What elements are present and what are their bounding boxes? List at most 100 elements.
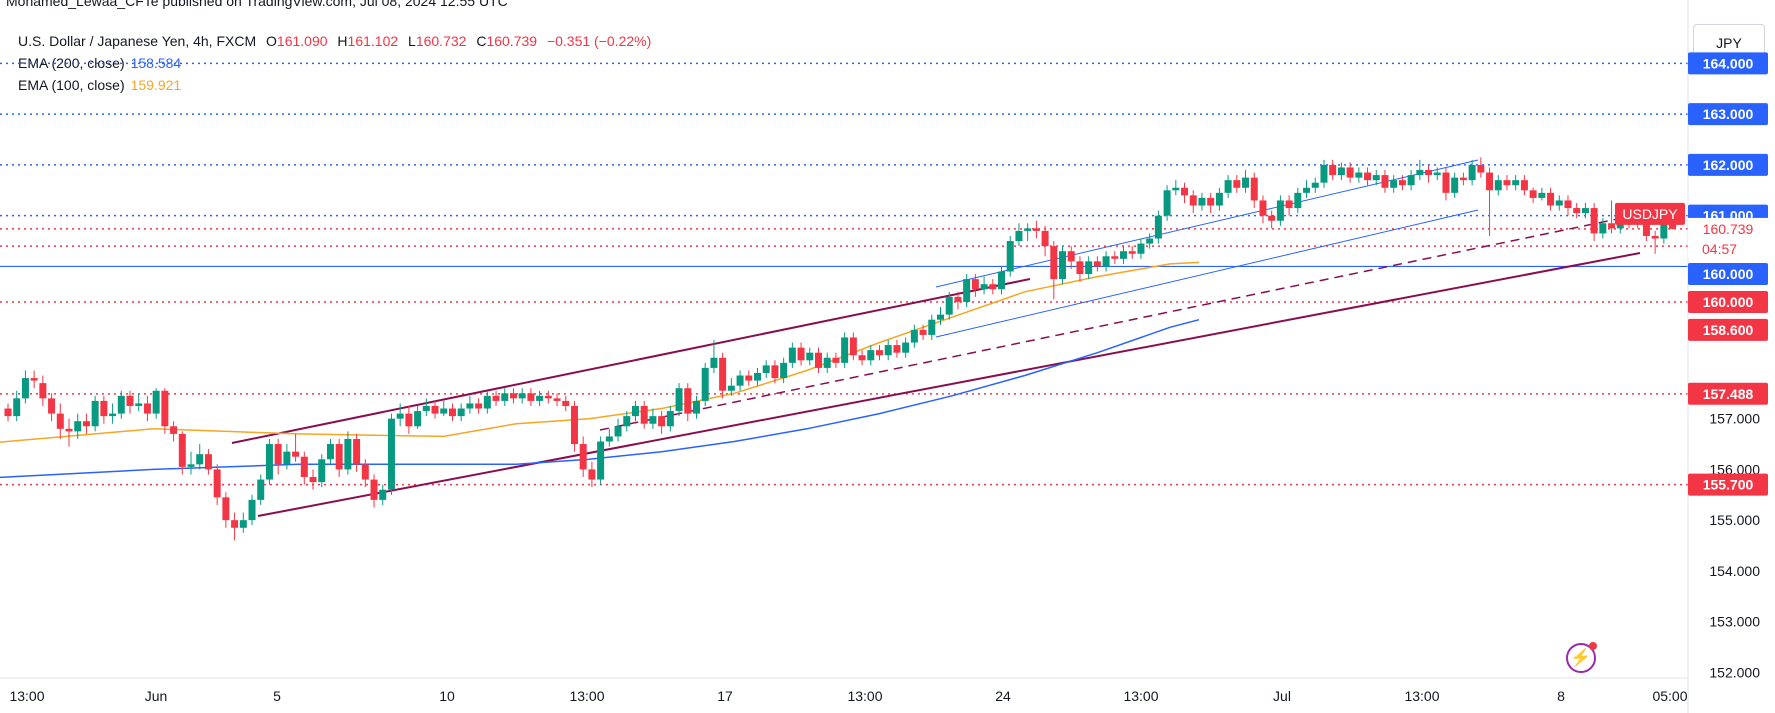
candle	[1224, 175, 1232, 198]
candle-body	[527, 393, 535, 401]
candle-body	[396, 413, 404, 419]
candle-body	[1032, 228, 1040, 231]
candle	[1337, 162, 1345, 181]
candle	[100, 395, 108, 424]
candle-body	[858, 355, 866, 361]
candle	[1355, 167, 1363, 183]
time-tick-label: Jul	[1273, 688, 1291, 704]
candle-body	[379, 489, 387, 500]
candle-body	[684, 388, 692, 414]
candle-body	[1224, 180, 1232, 193]
candle-body	[292, 451, 300, 457]
candle-body	[771, 365, 779, 379]
candle-body	[309, 477, 317, 483]
candle-body	[780, 362, 788, 379]
candle-body	[727, 385, 735, 391]
price-level-label: 164.000	[1703, 55, 1754, 71]
candle-body	[21, 378, 29, 399]
candle	[1154, 210, 1162, 244]
candle	[1416, 159, 1424, 181]
candle-body	[492, 395, 500, 401]
candle	[1128, 246, 1136, 259]
time-tick-label: 5	[273, 688, 281, 704]
candle-body	[919, 329, 927, 335]
price-axis: 152.000 153.000 154.000 155.000 156.000 157.0…	[1615, 52, 1768, 680]
candle-body	[910, 329, 918, 343]
small-channel-lower-line	[935, 209, 1479, 338]
candle	[1381, 170, 1389, 193]
candle	[292, 433, 300, 462]
candle-body	[100, 400, 108, 417]
candle	[971, 274, 979, 297]
candle	[884, 340, 892, 361]
candle	[431, 400, 439, 419]
candle	[1059, 246, 1067, 285]
candle	[1346, 162, 1354, 183]
candle-body	[1085, 261, 1093, 275]
candle-body	[239, 520, 247, 528]
candle	[814, 347, 822, 373]
candle-body	[222, 497, 230, 521]
candle-body	[701, 367, 709, 401]
candle-body	[876, 350, 883, 356]
candle	[876, 345, 883, 361]
candle	[1590, 202, 1598, 242]
candle-body	[971, 279, 979, 290]
candle-body	[1581, 208, 1589, 214]
candle	[588, 461, 596, 488]
candle-body	[823, 357, 831, 368]
candle-body	[1093, 261, 1101, 267]
candle	[370, 474, 378, 508]
candle-body	[1390, 180, 1398, 188]
main-channel-lower-line	[257, 252, 1641, 517]
candle	[1137, 238, 1145, 259]
symbol-badge	[1615, 202, 1685, 225]
candle	[771, 360, 779, 384]
ema200-legend-row[interactable]: EMA (200, close) 158.584	[18, 52, 651, 74]
price-level-badge	[1688, 318, 1768, 341]
candle	[143, 395, 151, 422]
candle	[823, 352, 831, 373]
candle	[1146, 233, 1154, 249]
candle	[1294, 187, 1302, 214]
candle-body	[989, 284, 997, 290]
time-tick-label: 13:00	[1404, 688, 1439, 704]
candle-body	[719, 357, 727, 391]
candle-body	[788, 347, 796, 363]
candle	[466, 395, 474, 414]
candle-body	[814, 352, 822, 368]
candle-body	[1364, 172, 1372, 181]
candle	[422, 398, 430, 417]
candles-layer	[4, 157, 1677, 541]
price-level-badge	[1688, 153, 1768, 176]
candle-body	[1547, 192, 1555, 206]
candle	[1425, 164, 1433, 183]
candle-body	[448, 408, 456, 417]
candle-body	[1425, 170, 1433, 176]
candle	[788, 342, 796, 368]
candle	[937, 307, 945, 325]
symbol-title: U.S. Dollar / Japanese Yen, 4h, FXCM	[18, 33, 257, 49]
candle-body	[832, 357, 840, 363]
candle	[675, 383, 683, 417]
candle-body	[1660, 213, 1668, 239]
candle-body	[1059, 251, 1067, 280]
candle	[553, 393, 561, 406]
candle-body	[553, 398, 561, 401]
candle-body	[4, 408, 12, 417]
candle-body	[1538, 192, 1546, 198]
candle	[248, 494, 256, 526]
candle-body	[536, 395, 544, 401]
candle-body	[1102, 256, 1110, 267]
candle-body	[1651, 235, 1659, 239]
candle	[1364, 167, 1372, 186]
publisher-credit: Mohamed_Lewaa_CFTe published on TradingV…	[6, 0, 508, 9]
candle-body	[1468, 164, 1476, 181]
candle	[1651, 230, 1659, 254]
ema100-legend-row[interactable]: EMA (100, close) 159.921	[18, 74, 651, 96]
candle	[483, 390, 491, 414]
lightning-icon[interactable]: ⚡	[1566, 642, 1597, 673]
ohlc-open-key: O	[266, 33, 277, 49]
candle	[309, 469, 317, 490]
